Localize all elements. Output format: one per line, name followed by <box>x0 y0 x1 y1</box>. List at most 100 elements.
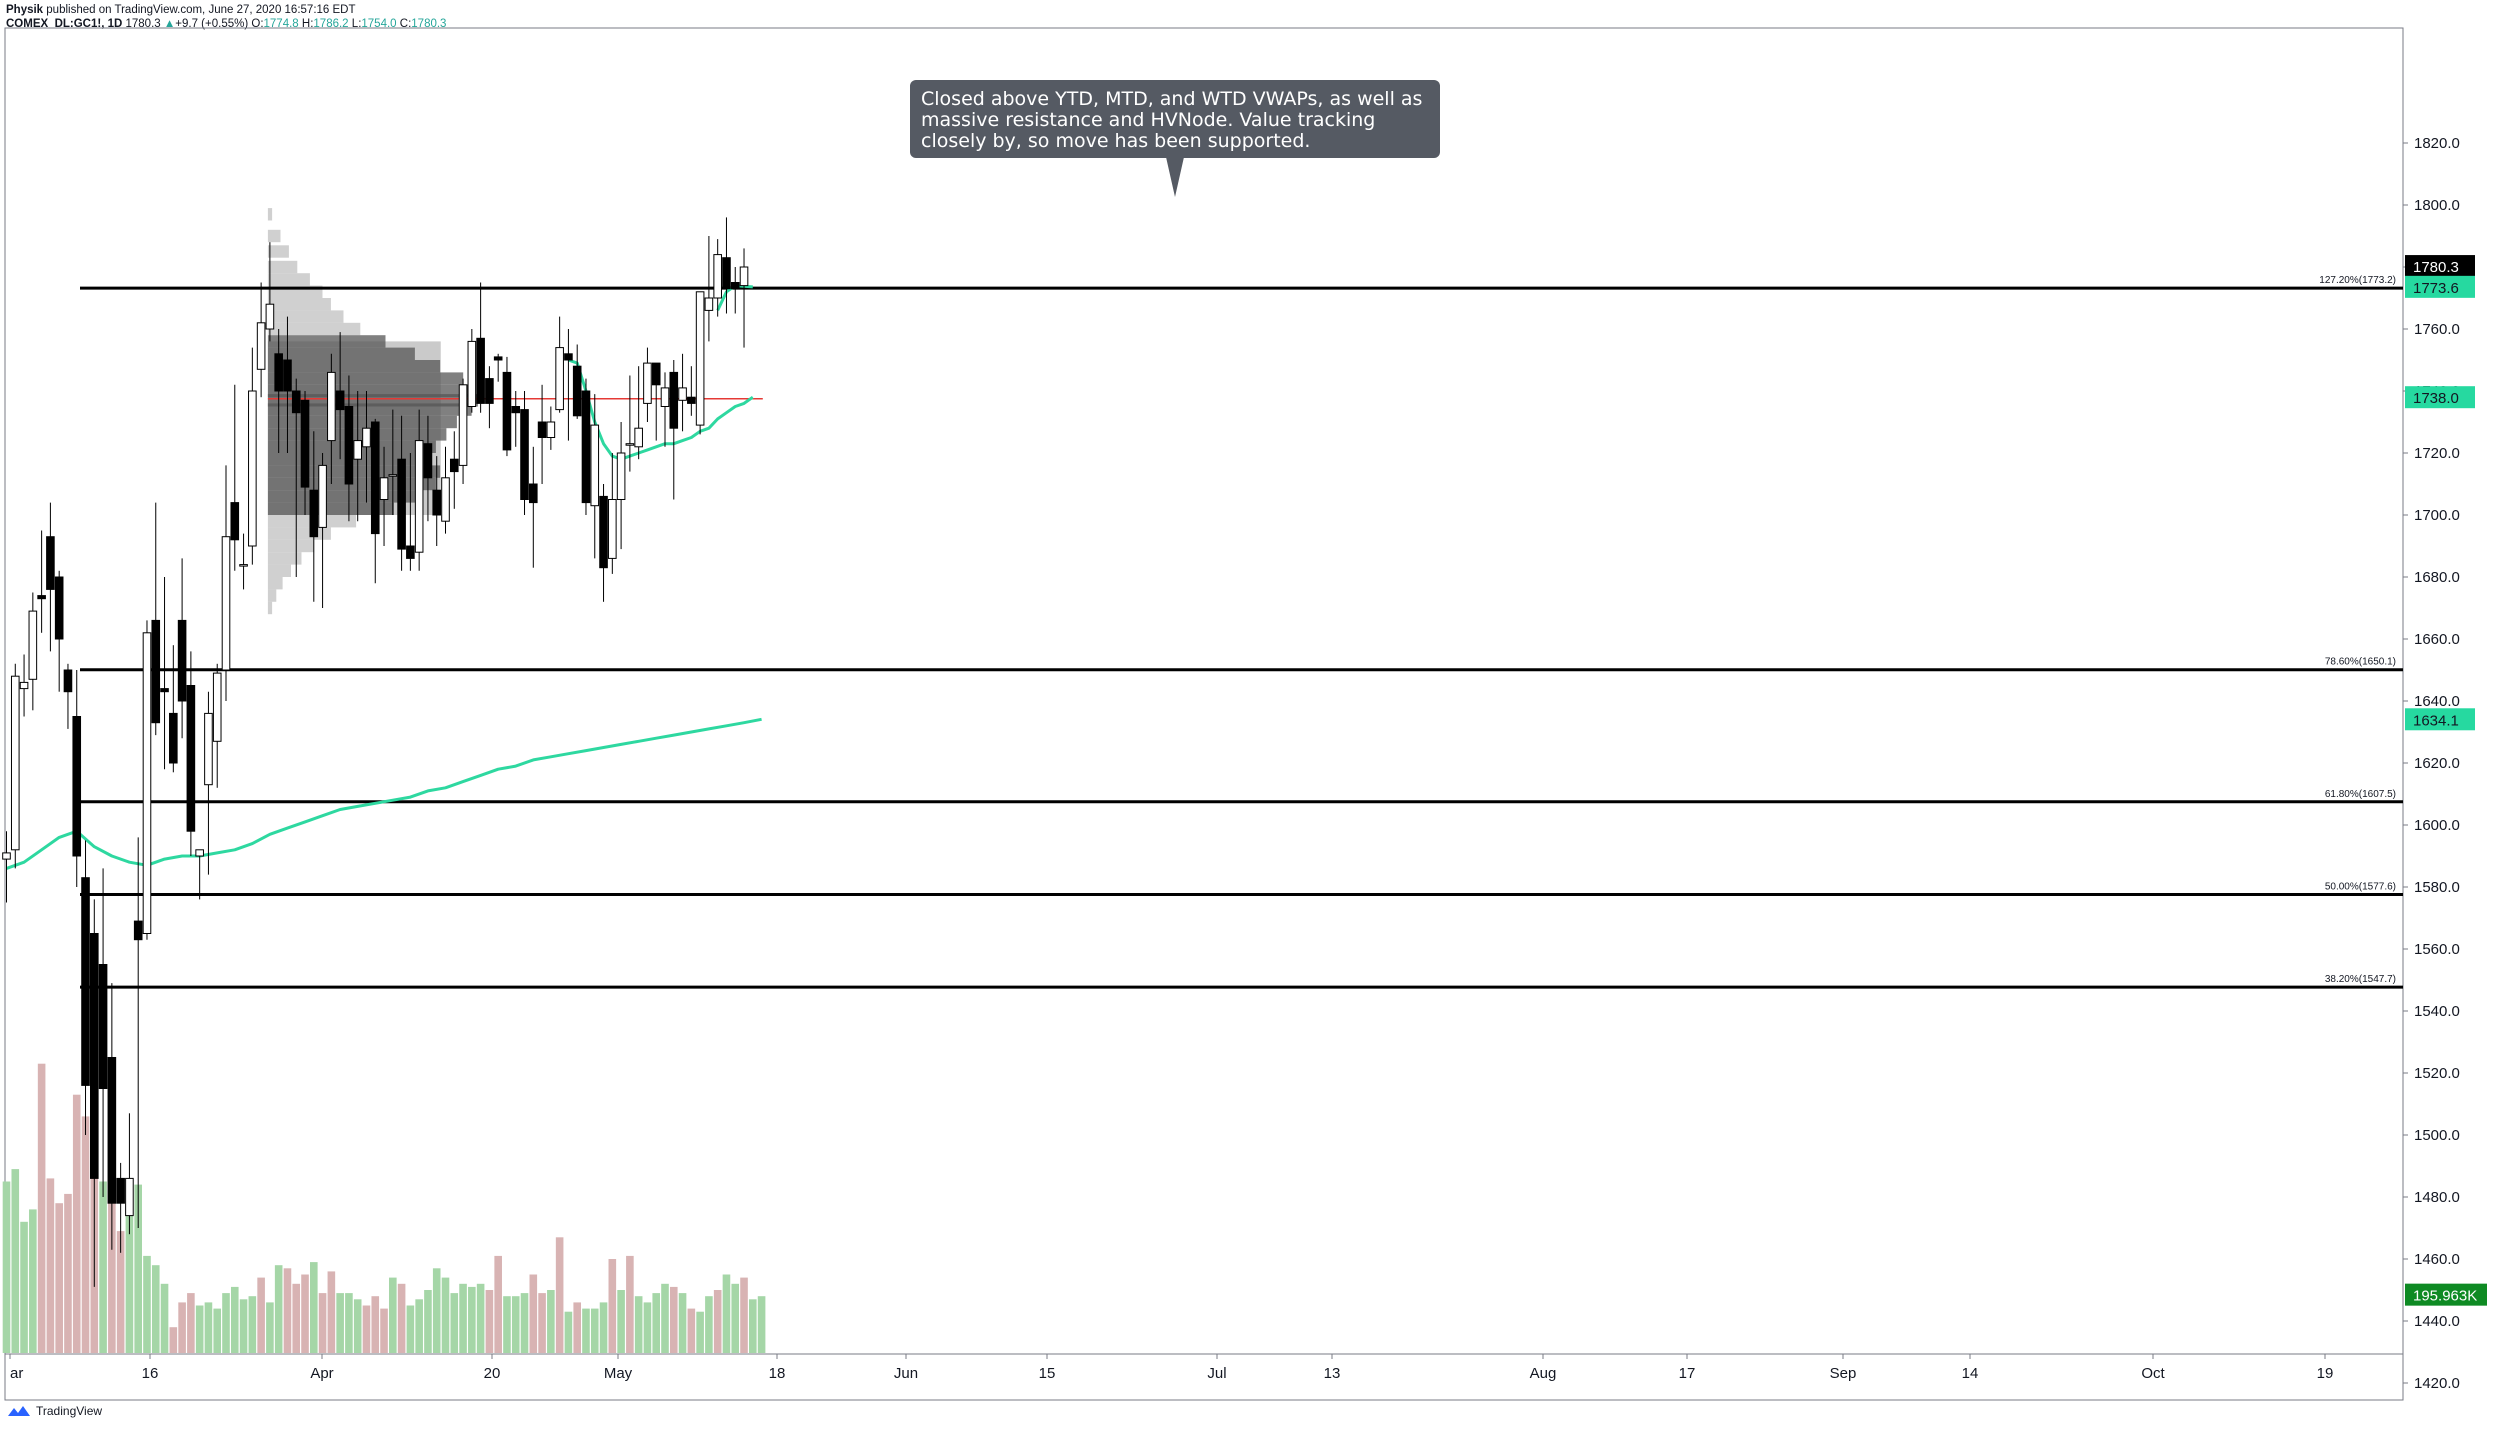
volume-bar <box>116 1231 125 1353</box>
publish-info: published on TradingView.com, June 27, 2… <box>46 4 356 16</box>
candle-body <box>520 409 529 501</box>
price-tick-label: 1480.0 <box>2414 1189 2460 1206</box>
candle <box>660 372 670 447</box>
candle-body <box>634 427 643 448</box>
candle-body <box>704 297 714 311</box>
candle-body <box>713 254 722 299</box>
candle-body <box>643 362 652 404</box>
candle-body <box>397 458 406 550</box>
close-label: C: <box>399 18 412 30</box>
candle-body <box>362 427 371 448</box>
time-tick-label: 17 <box>1679 1365 1696 1382</box>
profile-row <box>267 465 441 478</box>
volume-bar <box>713 1290 722 1353</box>
candle <box>599 484 608 602</box>
profile-row <box>267 208 273 221</box>
volume-bar <box>590 1308 599 1353</box>
candle-body <box>476 337 485 404</box>
candle-body <box>370 421 380 535</box>
price-tick-label: 1500.0 <box>2414 1127 2460 1144</box>
volume-bar <box>424 1290 432 1353</box>
volume-bar <box>99 1181 107 1353</box>
candle <box>713 239 722 317</box>
time-tick-label: Jul <box>1207 1365 1226 1382</box>
volume-bar <box>213 1308 222 1353</box>
close-value: 1780.3 <box>411 18 447 30</box>
author-name[interactable]: Physik <box>6 4 44 16</box>
volume-bar <box>432 1268 441 1353</box>
candle <box>300 391 310 515</box>
profile-row <box>267 577 283 590</box>
time-tick-label: 16 <box>142 1365 159 1382</box>
candle <box>590 394 600 559</box>
price-axis[interactable]: 1420.0 1440.0 1460.0 1480.0 1500.0 1520.0 1540… <box>2403 135 2460 1392</box>
price-tick-label: 1680.0 <box>2414 569 2460 586</box>
symbol-label: COMEX_DL:GC1!, 1D <box>6 18 123 30</box>
candle <box>160 577 169 770</box>
candle <box>520 391 529 515</box>
candle <box>283 316 292 453</box>
candle-body <box>81 877 90 1086</box>
candle-body <box>300 399 310 488</box>
volume-bar <box>696 1311 704 1353</box>
volume-bar <box>389 1277 397 1353</box>
volume-bar <box>222 1293 230 1353</box>
annotation-callout[interactable]: Closed above YTD, MTD, and WTD VWAPs, as… <box>910 80 1440 158</box>
candle-body <box>151 619 161 724</box>
candle-body <box>28 610 38 680</box>
volume-bar <box>626 1255 634 1353</box>
candle-body <box>142 632 152 934</box>
volume-bar <box>634 1296 643 1353</box>
candle <box>695 291 705 435</box>
candle <box>291 378 301 577</box>
volume-bar <box>520 1293 529 1353</box>
candle <box>458 378 468 484</box>
candle-body <box>177 619 187 702</box>
volume-bar <box>678 1293 687 1353</box>
candle-body <box>19 681 29 690</box>
volume-bar <box>380 1308 388 1353</box>
volume-bar <box>459 1283 467 1353</box>
vwap-mtd-line <box>567 358 754 461</box>
tradingview-branding[interactable]: TradingView <box>6 1404 102 1418</box>
high-value: 1786.2 <box>313 18 349 30</box>
volume-bar <box>283 1268 292 1353</box>
profile-row <box>267 601 273 615</box>
fib-level-label: 127.20%(1773.2) <box>2319 275 2396 286</box>
profile-row <box>267 589 277 602</box>
candle-body <box>432 489 442 516</box>
candle-body <box>406 545 415 559</box>
volume-bar <box>204 1302 213 1353</box>
profile-row <box>267 564 291 577</box>
candle-body <box>739 266 749 287</box>
candle-body <box>221 536 231 671</box>
time-axis[interactable]: ar 16 Apr 20 May 18 Jun 15 Jul 13 Aug 17 Sep 14 Oct 19 <box>9 1354 2333 1382</box>
candle-body <box>265 303 275 330</box>
volume-bar <box>46 1178 55 1353</box>
time-tick-label: Jun <box>894 1365 918 1382</box>
time-tick-label: 20 <box>484 1365 501 1382</box>
candle-body <box>555 347 564 411</box>
candle <box>353 391 362 522</box>
candle <box>37 530 46 633</box>
candle <box>177 558 187 739</box>
candle <box>204 691 213 875</box>
candle <box>572 344 582 419</box>
volume-bar <box>2 1181 11 1353</box>
candle-body <box>46 536 55 590</box>
price-tick-label: 1460.0 <box>2414 1251 2460 1268</box>
time-tick-label: Oct <box>2141 1365 2165 1382</box>
volume-bar <box>599 1302 608 1353</box>
volume-bar <box>661 1283 669 1353</box>
price-tick-label: 1800.0 <box>2414 197 2460 214</box>
candle-body <box>353 440 362 460</box>
candle-body <box>160 688 169 693</box>
candle <box>125 1113 134 1235</box>
candle-body <box>344 406 354 485</box>
candle <box>564 329 573 441</box>
candle <box>230 384 240 571</box>
last-price: 1780.3 <box>125 18 161 30</box>
volume-bar <box>687 1308 696 1353</box>
candle <box>388 409 398 515</box>
